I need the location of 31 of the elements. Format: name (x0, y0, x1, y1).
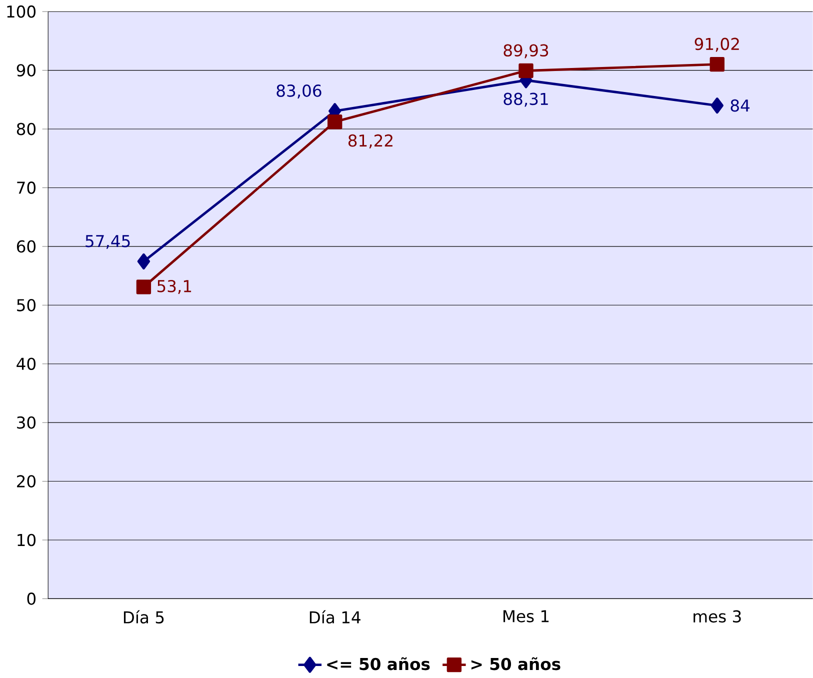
x-tick-label: Día 5 (124, 610, 164, 624)
data-label: 84 (730, 99, 750, 112)
point (137, 253, 150, 270)
y-tick-label: 40 (16, 358, 36, 370)
data-label: 91,02 (694, 38, 739, 52)
data-label: 83,06 (276, 84, 322, 99)
y-tick-label: 90 (16, 64, 36, 77)
data-label: 53,1 (157, 280, 192, 294)
y-tick-label: 20 (17, 475, 36, 488)
y-tick-label: 30 (17, 416, 36, 429)
data-label: 81,22 (348, 134, 392, 148)
x-tick-label: Día 14 (310, 610, 360, 624)
x-tick-label: mes 3 (694, 610, 741, 623)
y-tick-label: 60 (16, 240, 36, 253)
legend-label: <= 50 años (327, 657, 430, 670)
point (710, 57, 724, 72)
y-tick-label: 10 (18, 534, 36, 546)
y-tick-label: 80 (16, 122, 36, 136)
data-label: 89,93 (504, 44, 548, 58)
data-label: 57,45 (86, 235, 130, 249)
point (328, 114, 342, 130)
point (136, 280, 152, 294)
y-tick-label: 0 (27, 592, 36, 605)
y-tick-label: 100 (7, 6, 36, 18)
x-tick-label: Mes 1 (503, 610, 549, 622)
y-tick-label: 50 (17, 299, 36, 312)
point (710, 98, 724, 114)
point (518, 63, 534, 78)
legend-label: > 50 años (471, 657, 560, 670)
y-tick-label: 70 (17, 182, 36, 194)
data-label: 88,31 (504, 92, 548, 107)
